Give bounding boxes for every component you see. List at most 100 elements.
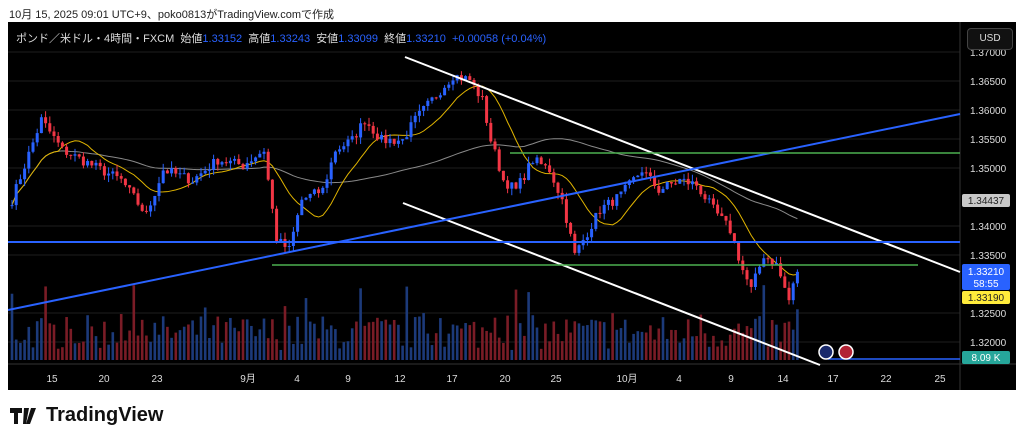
channel-lower-line[interactable]	[402, 202, 821, 366]
volume-bar	[308, 321, 312, 360]
currency-button[interactable]: USD	[967, 28, 1013, 50]
symbol-legend: ポンド／米ドル・4時間・FXCM 始値1.33152 高値1.33243 安値1…	[16, 30, 546, 46]
volume-bar	[40, 318, 43, 360]
candle-body	[669, 182, 673, 184]
volume-bar	[271, 319, 274, 360]
time-tick-label: 25	[550, 374, 562, 385]
volume-bar	[443, 346, 446, 360]
time-tick-label: 25	[934, 374, 946, 385]
volume-bar	[565, 319, 568, 360]
tradingview-logo[interactable]: TradingView	[10, 404, 163, 427]
high-label: 高値	[248, 33, 271, 45]
candle-body	[447, 84, 451, 88]
volume-bar	[775, 324, 778, 360]
candle-body	[615, 194, 619, 206]
volume-bar	[229, 317, 232, 360]
price-tick-label: 1.35000	[970, 164, 1007, 175]
volume-bar	[329, 325, 333, 360]
candle-body	[228, 160, 232, 164]
candle-body	[174, 168, 178, 174]
candle-body	[216, 158, 220, 165]
candle-body	[388, 138, 392, 144]
time-tick-label: 17	[827, 374, 839, 385]
candle-body	[602, 204, 606, 214]
candle-body	[459, 75, 463, 81]
candle-body	[623, 185, 627, 192]
candle-body	[165, 170, 169, 174]
volume-bar	[325, 329, 329, 360]
volume-bar	[552, 321, 556, 360]
volume-bar	[287, 325, 291, 360]
candle-body	[241, 164, 245, 169]
volume-bar	[451, 324, 455, 360]
candle-body	[405, 137, 409, 140]
volume-bar	[430, 345, 434, 360]
economic-event-flag-icon[interactable]	[818, 344, 834, 360]
volume-bar	[481, 327, 484, 360]
candle-body	[795, 271, 799, 284]
volume-bar	[153, 322, 157, 360]
volume-bar	[548, 341, 551, 360]
volume-bar	[619, 328, 623, 360]
volume-bar	[384, 319, 388, 360]
volume-bar	[191, 320, 194, 360]
volume-bar	[98, 347, 102, 360]
volume-bar	[279, 349, 283, 360]
volume-bar	[145, 335, 148, 360]
volume-bar	[132, 285, 136, 360]
volume-bar	[14, 339, 18, 360]
volume-bar	[44, 286, 47, 360]
candle-body	[682, 178, 686, 180]
volume-bar	[762, 285, 766, 360]
candle-body	[262, 151, 266, 154]
channel-upper-line[interactable]	[404, 56, 961, 273]
volume-bar	[212, 325, 215, 360]
volume-bar	[468, 325, 472, 360]
candle-body	[300, 199, 304, 216]
candle-body	[392, 138, 396, 144]
volume-bar	[758, 316, 761, 360]
volume-bar	[787, 321, 791, 360]
candle-body	[762, 258, 766, 267]
volume-bar	[224, 322, 228, 360]
volume-bar	[686, 319, 690, 360]
volume-label-bg	[962, 351, 1010, 364]
candle-body	[686, 178, 690, 185]
candle-body	[94, 162, 98, 166]
volume-bar	[699, 314, 703, 360]
candle-body	[728, 220, 732, 234]
volume-bar	[602, 322, 606, 360]
volume-bar	[321, 316, 325, 360]
volume-bar	[779, 341, 782, 360]
candle-body	[510, 182, 514, 189]
candle-body	[430, 97, 434, 101]
candle-body	[401, 139, 405, 141]
time-tick-label: 15	[46, 374, 58, 385]
logo-text: TradingView	[46, 404, 164, 426]
volume-bar	[594, 320, 598, 360]
volume-bar	[23, 339, 26, 360]
volume-bar	[27, 326, 31, 360]
time-tick-label: 9	[345, 374, 351, 385]
chart-panel[interactable]: 1.37000 1.36500 1.36000 1.35500 1.35000 1.340…	[7, 22, 1016, 390]
volume-bar	[241, 319, 245, 360]
volume-bar	[426, 333, 430, 360]
volume-bar	[157, 334, 161, 360]
volume-bar	[434, 333, 438, 360]
time-tick-label: 4	[294, 374, 300, 385]
candle-body	[535, 157, 539, 164]
volume-bar	[628, 342, 631, 360]
volume-bar	[10, 293, 14, 360]
volume-bar	[31, 347, 35, 360]
economic-event-flag-icon[interactable]	[838, 344, 854, 360]
candle-body	[123, 178, 127, 186]
candle-body	[573, 233, 577, 253]
candle-body	[333, 151, 337, 163]
volume-bar	[182, 326, 186, 360]
price-chart[interactable]: 1.37000 1.36500 1.36000 1.35500 1.35000 1.340…	[7, 22, 1016, 390]
volume-label: 8.09 K	[972, 353, 1001, 364]
last-price-label: 1.33210	[968, 267, 1005, 278]
rising-trend-line[interactable]	[7, 113, 961, 311]
volume-bar	[447, 333, 451, 360]
ma-price-label-bg	[962, 194, 1010, 207]
